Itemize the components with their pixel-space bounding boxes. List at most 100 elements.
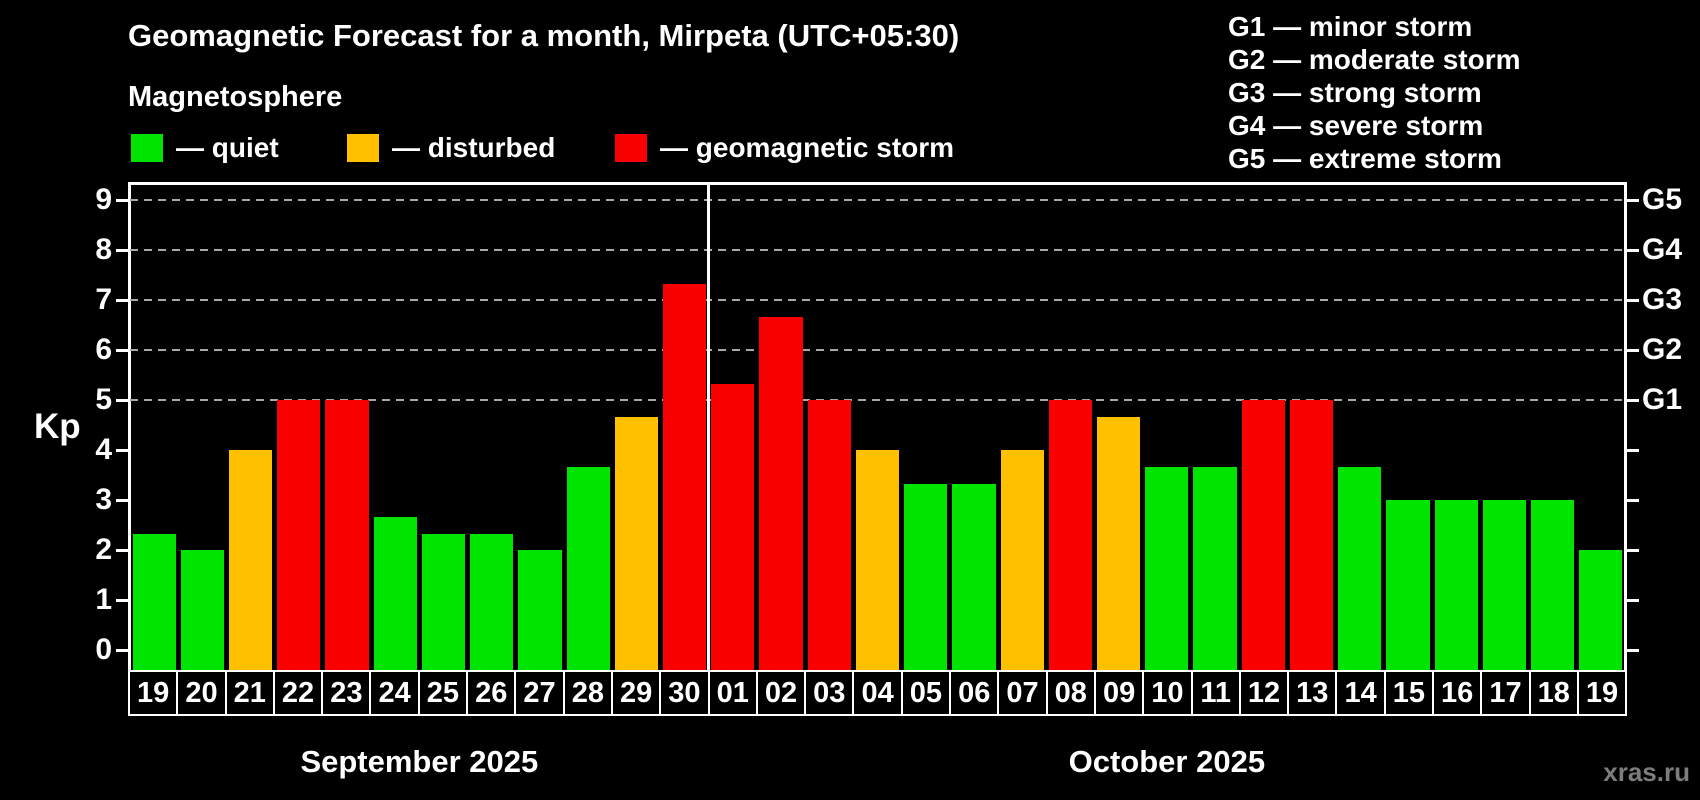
bar-day-14 bbox=[1338, 466, 1382, 670]
bar-day-03 bbox=[807, 400, 851, 670]
bar-day-07 bbox=[1000, 450, 1044, 670]
quiet-swatch-icon bbox=[131, 134, 163, 162]
day-cell-27: 27 bbox=[514, 672, 562, 714]
day-cell-04: 04 bbox=[852, 672, 900, 714]
day-cell-30: 30 bbox=[659, 672, 707, 714]
y-tick-label-7: 7 bbox=[95, 283, 112, 316]
y-tick-label-2: 2 bbox=[95, 533, 112, 566]
gridline-kp8 bbox=[130, 249, 1625, 251]
quiet-label: — quiet bbox=[176, 132, 279, 163]
watermark: xras.ru bbox=[1603, 757, 1690, 787]
y-tick-left-7 bbox=[116, 298, 128, 302]
day-cell-21: 21 bbox=[224, 672, 273, 714]
day-cell-09: 09 bbox=[1093, 672, 1142, 714]
y-tick-right-4 bbox=[1627, 448, 1639, 452]
y-tick-label-1: 1 bbox=[95, 583, 112, 616]
gridline-kp5 bbox=[130, 399, 1625, 401]
y-tick-right-2 bbox=[1627, 548, 1639, 552]
bar-day-12 bbox=[1241, 400, 1285, 670]
day-cell-17: 17 bbox=[1480, 672, 1528, 714]
y-tick-label-6: 6 bbox=[95, 333, 112, 366]
day-cell-16: 16 bbox=[1432, 672, 1480, 714]
y-tick-label-8: 8 bbox=[95, 233, 112, 266]
bar-day-24 bbox=[373, 516, 417, 670]
bar-day-29 bbox=[614, 416, 658, 670]
legend-item-quiet: — quiet bbox=[131, 133, 279, 163]
day-cell-14: 14 bbox=[1335, 672, 1383, 714]
day-cell-01: 01 bbox=[707, 672, 756, 714]
day-cell-19: 19 bbox=[1576, 672, 1625, 714]
bar-day-11 bbox=[1193, 466, 1237, 670]
bar-day-05 bbox=[904, 483, 948, 670]
month-label-1: October 2025 bbox=[1068, 744, 1266, 779]
y-tick-left-4 bbox=[116, 448, 128, 452]
storm-swatch-icon bbox=[615, 134, 647, 162]
bar-day-21 bbox=[228, 450, 273, 670]
y-tick-left-9 bbox=[116, 198, 128, 202]
chart-title: Geomagnetic Forecast for a month, Mirpet… bbox=[128, 18, 960, 53]
day-cell-02: 02 bbox=[755, 672, 804, 714]
y-tick-left-1 bbox=[116, 598, 128, 602]
storm-label: — geomagnetic storm bbox=[660, 132, 955, 163]
day-cell-12: 12 bbox=[1238, 672, 1287, 714]
bar-day-26 bbox=[470, 533, 514, 670]
magnetosphere-label: Magnetosphere bbox=[128, 81, 343, 113]
disturbed-label: — disturbed bbox=[392, 132, 556, 163]
bar-day-17 bbox=[1482, 500, 1527, 670]
g-axis-label-g2: G2 bbox=[1642, 333, 1683, 366]
bar-day-23 bbox=[325, 400, 369, 670]
y-tick-right-5 bbox=[1627, 398, 1639, 402]
day-cell-26: 26 bbox=[466, 672, 514, 714]
month-label-0: September 2025 bbox=[300, 744, 539, 779]
bar-day-09 bbox=[1097, 416, 1141, 670]
bar-day-27 bbox=[518, 550, 562, 670]
y-tick-left-2 bbox=[116, 548, 128, 552]
y-tick-left-0 bbox=[116, 648, 128, 652]
y-tick-label-3: 3 bbox=[95, 483, 112, 516]
day-cell-05: 05 bbox=[900, 672, 949, 714]
day-cell-19: 19 bbox=[137, 677, 170, 709]
day-cell-10: 10 bbox=[1142, 672, 1190, 714]
g4-legend-line: G4 — severe storm bbox=[1228, 110, 1484, 141]
y-tick-right-8 bbox=[1627, 248, 1639, 252]
bar-day-13 bbox=[1289, 400, 1334, 670]
y-tick-right-0 bbox=[1627, 648, 1639, 652]
y-tick-label-5: 5 bbox=[95, 383, 112, 416]
legend-item-storm: — geomagnetic storm bbox=[615, 133, 954, 163]
y-tick-left-8 bbox=[116, 248, 128, 252]
g-axis-label-g4: G4 bbox=[1642, 233, 1683, 266]
day-cell-23: 23 bbox=[321, 672, 369, 714]
y-tick-right-9 bbox=[1627, 198, 1639, 202]
y-tick-left-6 bbox=[116, 348, 128, 352]
day-cell-06: 06 bbox=[949, 672, 997, 714]
day-cell-28: 28 bbox=[562, 672, 611, 714]
bar-day-30 bbox=[662, 283, 707, 670]
g3-legend-line: G3 — strong storm bbox=[1228, 77, 1482, 108]
day-cell-08: 08 bbox=[1045, 672, 1094, 714]
y-tick-right-7 bbox=[1627, 298, 1639, 302]
y-tick-label-4: 4 bbox=[95, 433, 112, 466]
bar-day-25 bbox=[421, 533, 466, 670]
bar-day-06 bbox=[952, 483, 996, 670]
y-tick-label-0: 0 bbox=[95, 633, 112, 666]
gridline-kp7 bbox=[130, 299, 1625, 301]
y-tick-right-1 bbox=[1627, 598, 1639, 602]
right-axis-line bbox=[1624, 182, 1627, 672]
disturbed-swatch-icon bbox=[347, 134, 379, 162]
plot-top-border bbox=[128, 182, 1627, 185]
day-cell-15: 15 bbox=[1383, 672, 1432, 714]
g-axis-label-g3: G3 bbox=[1642, 283, 1683, 316]
bar-day-10 bbox=[1145, 466, 1189, 670]
bar-day-16 bbox=[1434, 500, 1478, 670]
bar-day-19 bbox=[132, 533, 176, 670]
bar-day-04 bbox=[855, 450, 900, 670]
legend-item-disturbed: — disturbed bbox=[347, 133, 555, 163]
gridline-kp9 bbox=[130, 199, 1625, 201]
day-cell-18: 18 bbox=[1528, 672, 1577, 714]
bar-day-15 bbox=[1386, 500, 1430, 670]
bar-day-18 bbox=[1531, 500, 1575, 670]
g-axis-label-g1: G1 bbox=[1642, 383, 1683, 416]
day-cell-07: 07 bbox=[997, 672, 1045, 714]
gridline-kp6 bbox=[130, 349, 1625, 351]
